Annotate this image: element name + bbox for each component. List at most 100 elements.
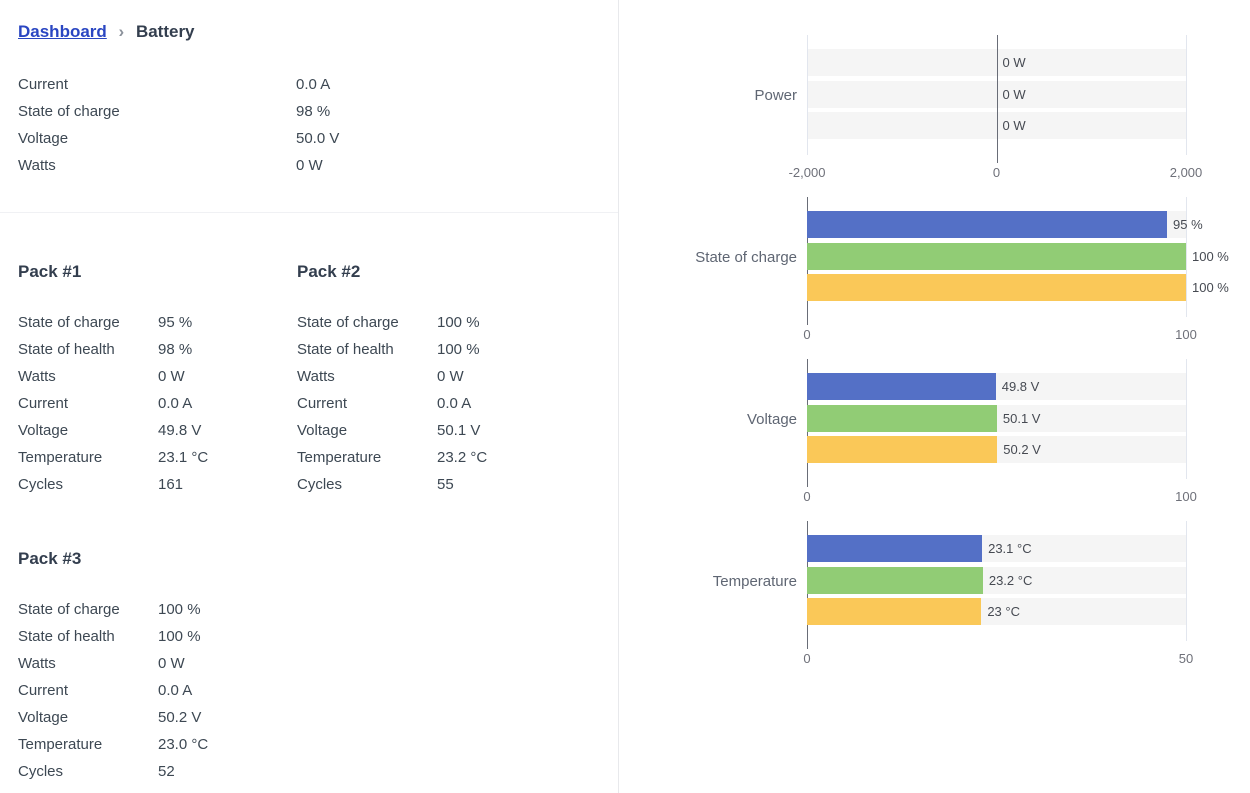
- pack-row-label: Temperature: [18, 449, 103, 466]
- bar-state-of-charge-pack-2[interactable]: [807, 242, 1186, 270]
- gridline: [1186, 521, 1187, 641]
- breadcrumb-dashboard-link[interactable]: Dashboard: [18, 22, 107, 41]
- pack-row-value: 50.2 V: [158, 709, 202, 726]
- pack-row: Watts 0 W: [297, 363, 576, 390]
- pack-row-label: Current: [297, 395, 348, 412]
- pack-row-label: Current: [18, 682, 69, 699]
- chart-voltage: Voltage 0 100 49.8 V 50.1 V 50.2 V: [619, 359, 1250, 509]
- pack-row-value: 100 %: [158, 601, 201, 618]
- pack-title: Pack #1: [18, 262, 82, 281]
- axis-tick-label: 50: [1178, 651, 1194, 666]
- bar-value-label: 0 W: [1002, 55, 1026, 70]
- pack-row-label: State of charge: [18, 601, 120, 618]
- summary-row: Watts 0 W: [18, 152, 600, 179]
- pack-row-value: 55: [437, 476, 454, 493]
- chart-plot-area: -2,000 0 2,000 0 W 0 W 0 W: [789, 35, 1202, 180]
- bar-temperature-pack-3[interactable]: [807, 598, 982, 625]
- zero-axis-line: [996, 35, 998, 163]
- pack-row-value: 0.0 A: [158, 395, 193, 412]
- pack-row-value: 52: [158, 763, 175, 780]
- pack-row: Current 0.0 A: [18, 677, 297, 704]
- chart-state-of-charge: State of charge 0 100 95 % 100 % 100 %: [619, 197, 1250, 347]
- pack-row-label: Temperature: [18, 736, 103, 753]
- pack-section-2: Pack #2 State of charge 100 % State of heal…: [297, 262, 576, 498]
- pack-row-value: 50.1 V: [437, 422, 481, 439]
- bar-value-label: 23.2 °C: [988, 572, 1033, 588]
- axis-tick-label: 2,000: [1169, 165, 1203, 180]
- axis-tick-label: 0: [803, 489, 811, 504]
- pack-row: Cycles 52: [18, 758, 297, 785]
- pack-row-label: Cycles: [18, 476, 64, 493]
- pack-row-label: State of health: [18, 628, 115, 645]
- bar-voltage-pack-2[interactable]: [807, 404, 997, 432]
- pack-row: Cycles 161: [18, 471, 297, 498]
- chart-category-label: Temperature: [712, 572, 797, 590]
- pack-row: Current 0.0 A: [297, 390, 576, 417]
- chart-plot-area: 0 50 23.1 °C 23.2 °C 23 °C: [803, 521, 1193, 666]
- bar-value-label: 50.1 V: [1002, 410, 1041, 426]
- pack-row: Voltage 49.8 V: [18, 417, 297, 444]
- bar-value-label: 23 °C: [987, 604, 1020, 619]
- pack-row: Cycles 55: [297, 471, 576, 498]
- pack-row: Watts 0 W: [18, 363, 297, 390]
- pack-row-value: 23.0 °C: [158, 736, 209, 753]
- pack-row: State of charge 95 %: [18, 309, 297, 336]
- bar-state-of-charge-pack-3[interactable]: [807, 274, 1186, 301]
- chart-plot-area: 0 100 49.8 V 50.1 V 50.2 V: [803, 359, 1197, 504]
- pack-row-value: 161: [158, 476, 184, 493]
- pack-section-1: Pack #1 State of charge 95 % State of healt…: [18, 262, 297, 498]
- summary-label: Watts: [18, 157, 56, 174]
- pack-row-label: State of charge: [18, 314, 120, 331]
- chart-temperature: Temperature 0 50 23.1 °C 23.2 °C 23 °C: [619, 521, 1250, 671]
- pack-row-label: State of health: [297, 341, 394, 358]
- pack-row-label: Voltage: [18, 709, 69, 726]
- pack-row-label: Watts: [18, 368, 56, 385]
- breadcrumb-current: Battery: [135, 22, 195, 41]
- pack-row-label: State of charge: [297, 314, 399, 331]
- bar-value-label: 100 %: [1192, 248, 1229, 264]
- pack-row-label: Temperature: [297, 449, 382, 466]
- bar-state-of-charge-pack-1[interactable]: [807, 211, 1168, 238]
- summary-row: Current 0.0 A: [18, 71, 600, 98]
- bar-voltage-pack-3[interactable]: [807, 436, 998, 463]
- pack-row-value: 0.0 A: [437, 395, 472, 412]
- pack-row: Voltage 50.2 V: [18, 704, 297, 731]
- breadcrumb: Dashboard › Battery: [18, 22, 600, 42]
- packs-grid: Pack #1 State of charge 95 % State of healt…: [18, 262, 600, 785]
- pack-row-label: Watts: [18, 655, 56, 672]
- pack-row-label: Voltage: [18, 422, 69, 439]
- pack-row-value: 100 %: [158, 628, 201, 645]
- axis-tick-label: 100: [1175, 327, 1197, 342]
- pack-row: Current 0.0 A: [18, 390, 297, 417]
- pack-row: Temperature 23.2 °C: [297, 444, 576, 471]
- pack-row-value: 100 %: [437, 341, 480, 358]
- bar-temperature-pack-1[interactable]: [807, 535, 983, 562]
- bar-value-label: 0 W: [1002, 86, 1026, 102]
- pack-row-label: State of health: [18, 341, 115, 358]
- pack-row-value: 0 W: [437, 368, 464, 385]
- axis-tick-label: 0: [992, 165, 1001, 180]
- gridline: [1186, 35, 1187, 155]
- bar-value-label: 50.2 V: [1003, 442, 1041, 457]
- charts-panel: Power -2,000 0 2,000 0 W 0 W 0 W State of charg…: [619, 0, 1250, 793]
- summary-value: 0 W: [296, 157, 323, 174]
- pack-title: Pack #3: [18, 549, 82, 568]
- pack-row: State of health 100 %: [297, 336, 576, 363]
- bar-voltage-pack-1[interactable]: [807, 373, 996, 400]
- pack-row-value: 0 W: [158, 368, 185, 385]
- axis-tick-label: 100: [1175, 489, 1197, 504]
- pack-row-label: Voltage: [297, 422, 348, 439]
- pack-row-value: 0.0 A: [158, 682, 193, 699]
- pack-row: Temperature 23.0 °C: [18, 731, 297, 758]
- left-panel: Dashboard › Battery Current 0.0 A State of…: [0, 0, 619, 793]
- pack-section-3: Pack #3 State of charge 100 % State of heal…: [18, 549, 297, 785]
- summary-label: State of charge: [18, 103, 120, 120]
- pack-title: Pack #2: [297, 262, 361, 281]
- pack-row-value: 49.8 V: [158, 422, 202, 439]
- axis-tick-label: 0: [803, 651, 811, 666]
- bar-temperature-pack-2[interactable]: [807, 566, 983, 594]
- bar-value-label: 23.1 °C: [988, 541, 1032, 556]
- pack-row: State of charge 100 %: [18, 596, 297, 623]
- summary-value: 50.0 V: [296, 130, 340, 147]
